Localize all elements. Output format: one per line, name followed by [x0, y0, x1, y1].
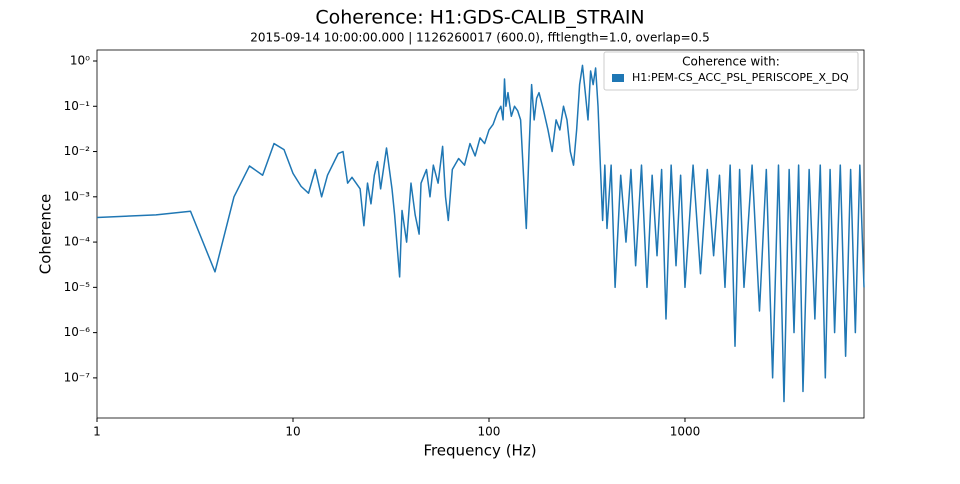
plot-area: [96, 49, 865, 419]
series-line: [96, 64, 865, 403]
y-axis-label: Coherence: [37, 194, 55, 274]
legend-label: H1:PEM-CS_ACC_PSL_PERISCOPE_X_DQ: [632, 71, 849, 84]
legend-title: Coherence with:: [682, 55, 780, 69]
x-axis-label: Frequency (Hz): [423, 442, 536, 460]
chart-subtitle: 2015-09-14 10:00:00.000 | 1126260017 (60…: [250, 31, 710, 45]
legend-box: [603, 51, 859, 91]
y-tick-label: 10⁻¹: [64, 99, 91, 113]
x-tick-label: 1: [93, 425, 101, 439]
y-tick-label: 10⁻²: [64, 144, 91, 158]
y-tick-label: 10⁻⁶: [64, 325, 91, 339]
y-tick-label: 10⁻⁴: [64, 235, 91, 249]
legend-swatch: [612, 74, 624, 82]
y-tick-label: 10⁻³: [64, 189, 91, 203]
y-tick-label: 10⁰: [70, 54, 90, 68]
x-tick-label: 100: [478, 425, 501, 439]
x-tick-label: 10: [285, 425, 300, 439]
y-tick-label: 10⁻⁵: [64, 280, 91, 294]
y-tick-label: 10⁻⁷: [64, 370, 91, 384]
x-tick-label: 1000: [670, 425, 701, 439]
chart-title: Coherence: H1:GDS-CALIB_STRAIN: [315, 7, 644, 29]
